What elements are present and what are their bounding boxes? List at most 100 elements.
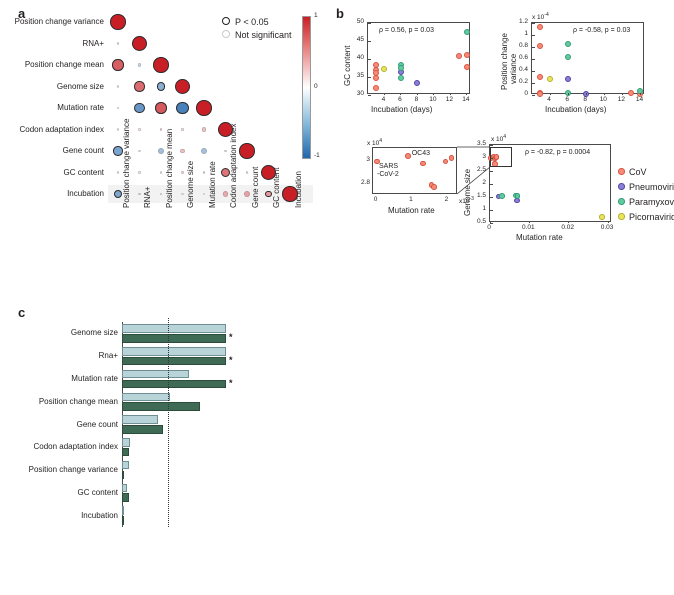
matrix-cell-8-3 bbox=[181, 192, 184, 196]
data-point-CoV bbox=[455, 53, 462, 60]
panel-b-plot1-annotation: ρ = 0.56, p = 0.03 bbox=[379, 27, 434, 34]
matrix-cell-1-1 bbox=[131, 35, 148, 52]
matrix-cell-5-1 bbox=[138, 128, 141, 131]
ytick-mark bbox=[490, 196, 493, 198]
matrix-cell-8-6 bbox=[243, 190, 251, 198]
ytick-mark bbox=[368, 94, 371, 96]
panel-b-plot1-ytick: 30 bbox=[356, 90, 364, 97]
colorbar-max-tick: 1 bbox=[314, 12, 318, 19]
panel-b-inset-label-oc43: OC43 bbox=[411, 149, 430, 157]
panel-b-plot3-ytick: 2 bbox=[482, 179, 486, 186]
panel-b-plot2-ylabel-line1: Position change bbox=[500, 33, 509, 90]
panel-c-category-label-2: Mutation rate bbox=[71, 373, 118, 383]
panel-c-bar-empirical-1 bbox=[122, 346, 227, 356]
data-point-CoV bbox=[537, 42, 544, 49]
matrix-cell-5-0 bbox=[116, 128, 120, 131]
matrix-cell-8-2 bbox=[159, 192, 163, 196]
xtick-mark bbox=[489, 220, 491, 223]
matrix-row-label-1: RNA+ bbox=[82, 38, 104, 48]
data-point-CoV bbox=[431, 184, 437, 190]
matrix-cell-7-7 bbox=[260, 164, 277, 181]
panel-b-plot1-xtick: 4 bbox=[381, 96, 386, 103]
panel-c-bar-anova-8 bbox=[122, 516, 124, 525]
matrix-cell-5-4 bbox=[201, 127, 206, 132]
data-point-Paramyxoviridae bbox=[463, 29, 470, 36]
data-point-Pneumoviridae bbox=[414, 80, 421, 87]
panel-b-plot3-ytick: 1 bbox=[482, 205, 486, 212]
panel-b-plot2-xtick: 8 bbox=[583, 96, 588, 103]
matrix-cell-8-0 bbox=[113, 189, 123, 199]
panel-b-inset-yexp: x 104 bbox=[367, 138, 383, 148]
matrix-cell-7-5 bbox=[220, 167, 231, 178]
panel-c-category-label-6: Position change variance bbox=[28, 465, 118, 475]
panel-b-plot2-xtick: 10 bbox=[599, 96, 607, 103]
ytick-mark bbox=[532, 46, 535, 48]
ytick-mark bbox=[490, 209, 493, 211]
panel-c-bar-empirical-6 bbox=[122, 460, 129, 470]
matrix-cell-4-3 bbox=[176, 101, 189, 115]
matrix-cell-7-1 bbox=[138, 171, 141, 174]
matrix-row-label-5: Codon adaptation index bbox=[19, 124, 104, 134]
matrix-cell-5-2 bbox=[159, 128, 163, 131]
matrix-cell-7-0 bbox=[116, 171, 120, 174]
matrix-col-label-0: Position change variance bbox=[121, 118, 131, 208]
panel-b-inset-xlabel: Mutation rate bbox=[388, 206, 435, 215]
xtick-mark bbox=[400, 92, 402, 95]
xtick-mark bbox=[449, 92, 451, 95]
panel-b-plot1-ytick: 50 bbox=[356, 18, 364, 25]
ytick-mark bbox=[532, 22, 535, 24]
xtick-mark bbox=[585, 92, 587, 95]
panel-b-plot1-ytick: 35 bbox=[356, 72, 364, 79]
ytick-mark bbox=[532, 58, 535, 60]
matrix-col-label-4: Mutation rate bbox=[207, 161, 217, 208]
legend-significant-label: P < 0.05 bbox=[235, 17, 269, 27]
matrix-cell-7-6 bbox=[245, 171, 249, 174]
data-point-CoV bbox=[404, 153, 411, 159]
data-point-CoV bbox=[628, 90, 635, 97]
panel-b-plot2-xtick: 4 bbox=[547, 96, 551, 103]
panel-c-bar-empirical-3 bbox=[122, 392, 170, 402]
panel-c-star-1: * bbox=[229, 355, 233, 366]
panel-b-inset-xtick: 0 bbox=[373, 196, 378, 203]
panel-b-plot1-ytick: 45 bbox=[356, 36, 364, 43]
panel-b-plot2-xlabel: Incubation (days) bbox=[545, 105, 607, 114]
panel-c-category-label-3: Position change mean bbox=[38, 396, 118, 406]
matrix-row-label-2: Position change mean bbox=[24, 60, 104, 69]
panel-b-plot2-ylabel-line2: variance bbox=[509, 53, 518, 84]
panel-b-plot2-ytick: 0.4 bbox=[518, 66, 528, 73]
panel-b-plot3-ytick: 3 bbox=[482, 153, 486, 160]
matrix-cell-3-1 bbox=[134, 81, 145, 92]
matrix-cell-3-3 bbox=[174, 78, 191, 95]
panel-c-category-label-1: Rna+ bbox=[98, 351, 118, 361]
matrix-row-label-0: Position change variance bbox=[14, 17, 104, 26]
xtick-mark bbox=[567, 92, 569, 95]
panel-c-bar-anova-7 bbox=[122, 493, 129, 503]
panel-b-plot2-ytick: 1 bbox=[524, 30, 528, 37]
matrix-cell-3-0 bbox=[116, 85, 120, 88]
matrix-cell-8-4 bbox=[202, 192, 206, 196]
matrix-cell-4-1 bbox=[134, 102, 145, 114]
matrix-row-label-8: Incubation bbox=[67, 189, 104, 198]
ytick-mark bbox=[490, 183, 493, 185]
data-point-Paramyxoviridae bbox=[565, 54, 572, 61]
legend-not-significant-label: Not significant bbox=[235, 30, 292, 40]
panel-b-plot2-xtick: 12 bbox=[617, 96, 625, 103]
panel-b-plot3-xtick: 0.02 bbox=[561, 224, 575, 231]
matrix-cell-8-1 bbox=[138, 192, 141, 196]
panel-c-bar-anova-5 bbox=[122, 447, 130, 457]
data-point-Picornaviridae bbox=[381, 65, 388, 72]
panel-b-plot2-axes bbox=[531, 22, 644, 98]
matrix-row-label-3: Genome size bbox=[56, 81, 104, 91]
data-point-Paramyxoviridae bbox=[397, 65, 404, 72]
panel-b-inset-ytick: 2.8 bbox=[360, 178, 370, 186]
panel-b-legend-marker-3 bbox=[618, 213, 625, 220]
panel-b-plot3-ytick: 2.5 bbox=[476, 166, 486, 173]
matrix-col-label-5: Codon adaptation index bbox=[229, 123, 238, 208]
panel-b-plot3-axes bbox=[488, 144, 611, 224]
panel-b-plot3-xtick: 0 bbox=[487, 224, 491, 231]
panel-c-yaxis bbox=[122, 322, 123, 527]
panel-b-legend-label-1: Pneumoviridae bbox=[629, 181, 674, 192]
panel-c-category-label-5: Codon adaptation index bbox=[33, 442, 118, 452]
xtick-mark bbox=[383, 92, 385, 95]
